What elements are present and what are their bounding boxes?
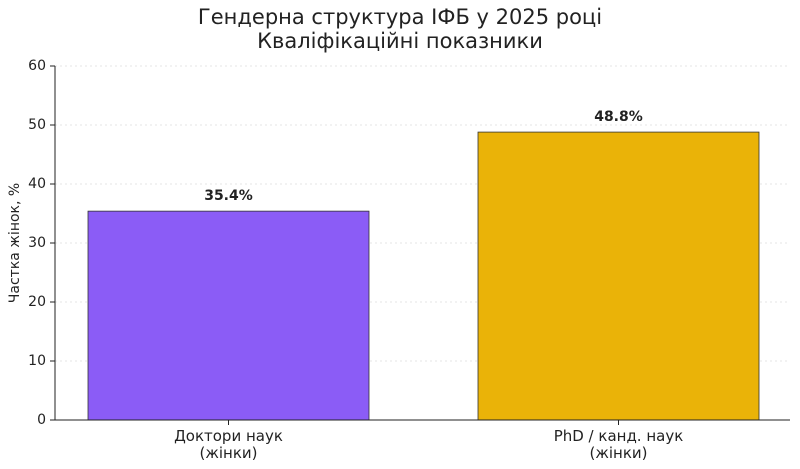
x-tick-label: Доктори наук (жінки) xyxy=(174,427,283,462)
y-tick-label: 40 xyxy=(28,176,46,192)
y-tick-label: 50 xyxy=(28,117,46,133)
y-tick-label: 20 xyxy=(28,294,46,310)
bar xyxy=(477,131,760,421)
x-tick-label: PhD / канд. наук (жінки) xyxy=(553,427,684,462)
chart-title: Гендерна структура ІФБ у 2025 році Квалі… xyxy=(197,5,603,53)
y-tick-label: 10 xyxy=(28,353,46,369)
y-tick-label: 0 xyxy=(37,412,46,428)
value-label: 48.8% xyxy=(594,109,643,125)
y-tick-label: 60 xyxy=(28,58,46,74)
y-tick-label: 30 xyxy=(28,235,46,251)
bar xyxy=(87,210,370,421)
y-axis-label: Частка жінок, % xyxy=(7,183,23,303)
value-label: 35.4% xyxy=(204,188,253,204)
